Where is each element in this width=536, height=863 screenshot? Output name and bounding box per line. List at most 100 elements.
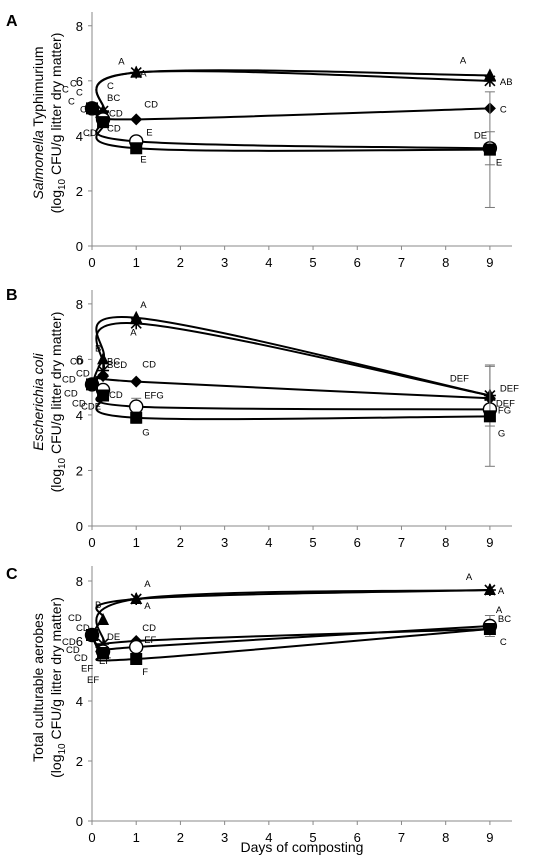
significance-label: CD — [107, 123, 121, 134]
x-tick-label: 3 — [221, 535, 228, 550]
unit-part: (log — [48, 469, 64, 492]
y-tick-label: 4 — [76, 694, 83, 709]
significance-label: EF — [81, 664, 93, 675]
significance-label: F — [142, 667, 148, 678]
x-tick-label: 1 — [133, 255, 140, 270]
data-point-diamond — [130, 113, 143, 126]
y-tick-label: 4 — [76, 408, 83, 423]
significance-label: CD — [76, 623, 90, 634]
significance-label: BC — [107, 93, 120, 104]
data-point-square — [97, 389, 110, 402]
significance-label: DEF — [500, 384, 519, 395]
x-axis-title: Days of composting — [241, 839, 364, 855]
x-tick-label: 6 — [354, 535, 361, 550]
series-line — [91, 315, 491, 397]
data-point-star — [130, 317, 143, 330]
data-point-square — [130, 411, 143, 424]
x-tick-label: 9 — [486, 255, 493, 270]
significance-label: CD — [64, 388, 78, 399]
x-tick-label: 5 — [309, 535, 316, 550]
data-point-diamond — [97, 370, 110, 383]
significance-label: FG — [498, 405, 511, 416]
x-tick-label: 8 — [442, 830, 449, 845]
x-tick-label: 5 — [309, 255, 316, 270]
significance-label: A — [140, 300, 147, 311]
y-axis-label: Escherichia coli — [30, 352, 46, 450]
significance-label: CD — [144, 99, 158, 110]
data-point-square — [86, 102, 98, 115]
y-tick-label: 8 — [76, 297, 83, 312]
y-axis-label-italic: Escherichia coli — [30, 352, 46, 450]
series-triangle: C BC A A — [70, 55, 496, 117]
y-axis-unit-label: (log10 CFU/g litter dry matter) — [48, 33, 68, 214]
x-tick-label: 7 — [398, 830, 405, 845]
series-diamond: CD BCD CD DEF — [62, 360, 515, 410]
y-axis-label-italic: Salmonella — [30, 130, 46, 199]
data-point-triangle — [97, 613, 110, 625]
significance-label: A — [496, 605, 503, 616]
x-tick-label: 0 — [88, 535, 95, 550]
significance-label: A — [140, 69, 147, 80]
series-diamond: C CD CD C — [62, 84, 507, 126]
significance-label: CD — [74, 653, 88, 664]
data-point-circle — [129, 639, 144, 655]
y-tick-label: 4 — [76, 129, 83, 144]
x-tick-label: 7 — [398, 255, 405, 270]
x-tick-label: 1 — [133, 535, 140, 550]
significance-label: A — [144, 579, 151, 590]
y-tick-label: 2 — [76, 184, 83, 199]
unit-subscript: 10 — [57, 457, 68, 469]
significance-label: A — [118, 57, 125, 68]
unit-part: CFU/g litter dry matter) — [48, 597, 64, 743]
y-axis-label-rest: Typhimurium — [30, 46, 46, 130]
x-tick-label: 0 — [88, 255, 95, 270]
y-axis-unit-label: (log10 CFU/g litter dry matter) — [48, 312, 68, 493]
x-tick-label: 5 — [309, 830, 316, 845]
x-tick-label: 9 — [486, 830, 493, 845]
significance-label: A — [130, 327, 137, 338]
unit-subscript: 10 — [57, 743, 68, 755]
data-point-square — [483, 143, 496, 156]
significance-label: EF — [144, 635, 156, 646]
significance-label: DE — [107, 632, 120, 643]
unit-part: (log — [48, 190, 64, 213]
significance-label: CD — [62, 637, 76, 648]
panel-letter: B — [6, 287, 18, 304]
data-point-star — [130, 66, 143, 79]
x-tick-label: 4 — [265, 830, 272, 845]
significance-label: BCD — [107, 360, 127, 371]
significance-label: CD — [109, 108, 123, 119]
significance-label: C — [70, 78, 77, 89]
data-point-square — [483, 623, 496, 635]
x-tick-label: 8 — [442, 535, 449, 550]
x-tick-label: 6 — [354, 255, 361, 270]
x-tick-label: 0 — [88, 830, 95, 845]
series-circle: C CD E DE — [68, 96, 498, 166]
y-tick-label: 2 — [76, 463, 83, 478]
panel-letter: A — [6, 13, 18, 30]
significance-label: EF — [99, 656, 111, 667]
significance-label: EFG — [144, 391, 164, 402]
significance-label: CD — [142, 623, 156, 634]
data-point-circle — [129, 399, 144, 414]
significance-label: A — [460, 55, 467, 66]
data-point-square — [130, 653, 143, 665]
data-point-star — [483, 584, 496, 596]
x-tick-label: 3 — [221, 255, 228, 270]
significance-label: CDE — [81, 402, 101, 413]
significance-label: EF — [87, 675, 99, 686]
x-tick-label: 3 — [221, 830, 228, 845]
y-tick-label: 8 — [76, 574, 83, 589]
significance-label: C — [500, 637, 507, 648]
significance-label: C — [500, 104, 507, 115]
significance-label: CD — [66, 645, 80, 656]
unit-part: CFU/g litter dry matter) — [48, 33, 64, 179]
significance-label: C — [80, 104, 87, 115]
x-tick-label: 7 — [398, 535, 405, 550]
data-point-square — [130, 142, 143, 155]
significance-label: CD — [142, 360, 156, 371]
significance-label: E — [496, 158, 502, 169]
